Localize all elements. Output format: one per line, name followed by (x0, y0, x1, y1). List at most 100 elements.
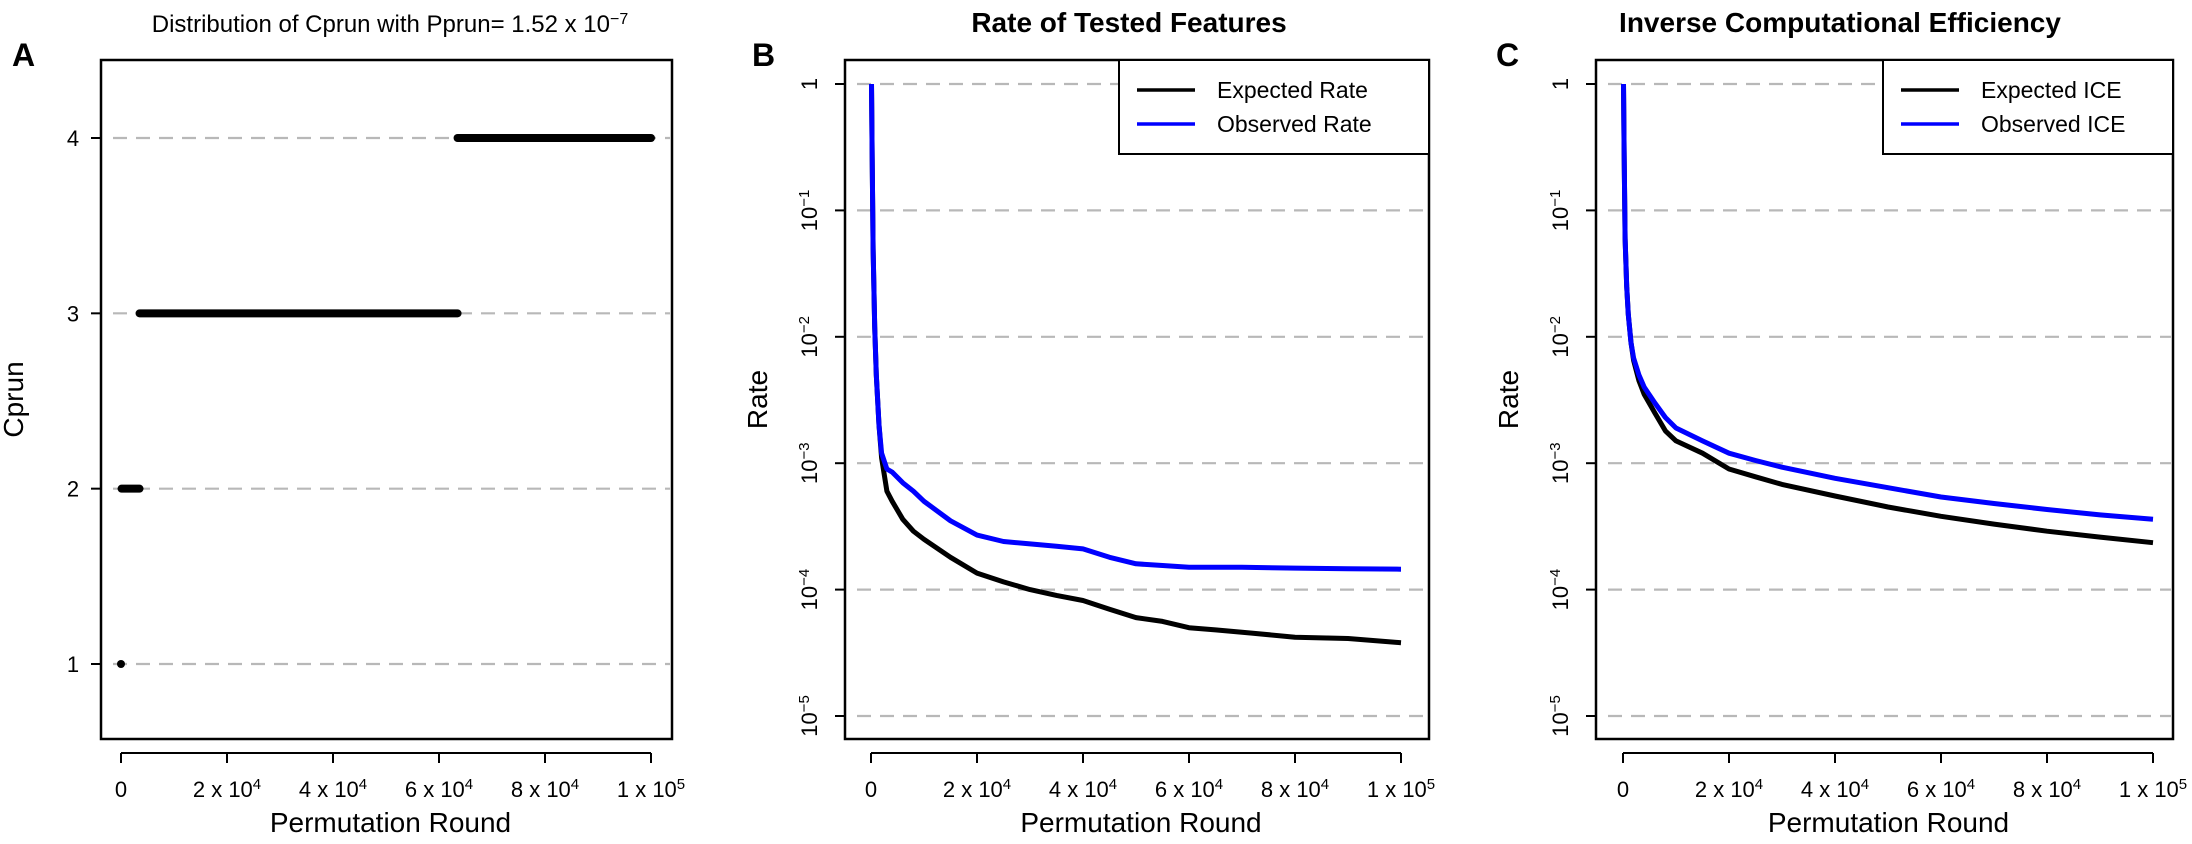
panel-c-legend-label-observed-ice: Observed ICE (1981, 111, 2125, 137)
panel-c-title: Inverse Computational Efficiency (1619, 7, 2061, 38)
panel-c: C Inverse Computational Efficiency110−11… (1493, 7, 2187, 838)
panel-c-y-tick-label: 10−5 (1547, 695, 1574, 737)
panel-a-x-tick-label-mantissa: 6 x 10 (405, 777, 465, 802)
panel-b-x-tick-label-mantissa: 8 x 10 (1261, 777, 1321, 802)
panel-b-x-tick-label: 2 x 104 (943, 776, 1011, 803)
panel-c-y-tick-label-mantissa: 10 (1548, 333, 1573, 357)
panel-c-x-tick-label-mantissa: 4 x 10 (1801, 777, 1861, 802)
panel-b-y-tick-label-mantissa: 1 (797, 78, 822, 90)
panel-b-y-tick-label-mantissa: 10 (797, 586, 822, 610)
panel-c-y-axis-label: Rate (1493, 370, 1524, 429)
panel-b-x-tick-label-mantissa: 6 x 10 (1155, 777, 1215, 802)
panel-a-x-tick-label-exponent: 4 (571, 776, 579, 793)
panel-c-x-tick-label-mantissa: 2 x 10 (1695, 777, 1755, 802)
panel-c-x-tick-label-exponent: 5 (2179, 776, 2187, 793)
panel-c-x-tick-label-exponent: 4 (2073, 776, 2081, 793)
panel-b-y-tick-label: 10−3 (796, 442, 823, 484)
panel-c-x-tick-label-mantissa: 8 x 10 (2013, 777, 2073, 802)
panel-c-x-tick-label-mantissa: 6 x 10 (1907, 777, 1967, 802)
panel-c-x-tick-label-mantissa: 0 (1617, 777, 1629, 802)
panel-b-x-tick-label-exponent: 4 (1215, 776, 1223, 793)
panel-a-x-tick-label-exponent: 4 (465, 776, 473, 793)
panel-c-x-tick-label-exponent: 4 (1861, 776, 1869, 793)
panel-c-x-tick-label: 8 x 104 (2013, 776, 2081, 803)
panel-a-title-text: Distribution of Cprun with Pprun= 1.52 x… (152, 11, 610, 38)
panel-c-y-tick-label-mantissa: 10 (1548, 586, 1573, 610)
panel-a-x-tick-label: 2 x 104 (193, 776, 261, 803)
panel-c-x-tick-label-exponent: 4 (1755, 776, 1763, 793)
panel-c-frame (1594, 58, 2175, 741)
panel-a-x-tick-label-mantissa: 2 x 10 (193, 777, 253, 802)
panel-b-y-tick-label-mantissa: 10 (797, 333, 822, 357)
panel-a: A Distribution of Cprun with Pprun= 1.52… (0, 11, 685, 839)
panel-a-y-tick-label: 2 (67, 477, 79, 502)
panel-b-legend (1118, 59, 1430, 155)
panel-c-legend-label-expected-ice: Expected ICE (1981, 77, 2122, 103)
panel-a-x-tick-label: 4 x 104 (299, 776, 367, 803)
panel-c-y-tick-label: 10−2 (1547, 316, 1574, 358)
panel-c-x-tick-label: 6 x 104 (1907, 776, 1975, 803)
panel-c-y-tick-label-exponent: −5 (1547, 695, 1564, 712)
panel-b-legend-label-expected-rate: Expected Rate (1217, 77, 1368, 103)
panel-b-x-tick-label-mantissa: 2 x 10 (943, 777, 1003, 802)
panel-a-frame (99, 58, 674, 741)
panel-c-x-tick-label-mantissa: 1 x 10 (2119, 777, 2179, 802)
panel-c-y-tick-label-exponent: −2 (1547, 316, 1564, 333)
panel-a-x-tick-label-exponent: 4 (359, 776, 367, 793)
panel-b-y-tick-label: 10−5 (796, 695, 823, 737)
panel-b-x-tick-label-exponent: 4 (1109, 776, 1117, 793)
panel-a-x-tick-label: 8 x 104 (511, 776, 579, 803)
panel-a-x-tick-label: 6 x 104 (405, 776, 473, 803)
panel-c-y-tick-label: 10−3 (1547, 442, 1574, 484)
panel-b-y-axis-label: Rate (742, 370, 773, 429)
panel-b-y-tick-label-exponent: −1 (796, 190, 813, 207)
panel-a-x-tick-label-exponent: 5 (677, 776, 685, 793)
panel-a-title: Distribution of Cprun with Pprun= 1.52 x… (152, 11, 629, 39)
panel-c-y-tick-label-mantissa: 10 (1548, 207, 1573, 231)
panel-b-line-expected-rate (869, 83, 1402, 646)
panel-c-x-tick-label: 1 x 105 (2119, 776, 2187, 803)
panel-a-y-tick-label: 4 (67, 126, 79, 151)
panel-a-y-tick-label: 1 (67, 652, 79, 677)
panel-a-point-cprun-1 (117, 660, 125, 668)
panel-c-y-tick-label: 10−4 (1547, 569, 1574, 611)
panel-c-x-axis-label: Permutation Round (1768, 807, 2009, 838)
panel-a-x-tick-label: 1 x 105 (617, 776, 685, 803)
panel-b-y-tick-label-mantissa: 10 (797, 712, 822, 736)
panel-b-y-tick-label-exponent: −2 (796, 316, 813, 333)
panel-b-y-tick-label-exponent: −4 (796, 569, 813, 586)
panel-b-x-tick-label-exponent: 4 (1003, 776, 1011, 793)
panel-a-title-exponent: −7 (610, 11, 628, 28)
panel-a-x-tick-label-mantissa: 4 x 10 (299, 777, 359, 802)
panel-c-x-tick-label-exponent: 4 (1967, 776, 1975, 793)
panel-a-y-tick-label: 3 (67, 301, 79, 326)
panel-c-letter: C (1496, 37, 1519, 73)
panel-b-y-tick-label: 10−4 (796, 569, 823, 611)
panel-b-letter: B (752, 37, 775, 73)
panel-a-letter: A (12, 37, 35, 73)
panel-b-x-tick-label: 0 (865, 777, 877, 802)
panel-c-x-tick-label: 2 x 104 (1695, 776, 1763, 803)
panel-b-y-tick-label-exponent: −5 (796, 695, 813, 712)
panel-b-y-tick-label: 1 (797, 78, 822, 90)
panel-c-y-tick-label: 1 (1548, 78, 1573, 90)
panel-c-y-tick-label-exponent: −3 (1547, 442, 1564, 459)
panel-c-y-tick-label-exponent: −1 (1547, 190, 1564, 207)
panel-c-y-tick-label: 10−1 (1547, 190, 1574, 232)
panel-a-x-tick-label: 0 (115, 777, 127, 802)
panel-b: B Rate of Tested Features110−110−210−310… (742, 7, 1435, 838)
panel-a-x-tick-label-mantissa: 0 (115, 777, 127, 802)
panel-b-x-axis-label: Permutation Round (1020, 807, 1261, 838)
panel-a-x-axis-label: Permutation Round (270, 807, 511, 838)
panel-b-x-tick-label: 4 x 104 (1049, 776, 1117, 803)
panel-c-line-observed-ice (1621, 83, 2154, 522)
panel-c-x-tick-label: 4 x 104 (1801, 776, 1869, 803)
panel-b-x-tick-label-exponent: 4 (1321, 776, 1329, 793)
panel-b-y-tick-label-mantissa: 10 (797, 460, 822, 484)
panel-c-y-tick-label-mantissa: 10 (1548, 460, 1573, 484)
panel-b-x-tick-label-mantissa: 1 x 10 (1367, 777, 1427, 802)
panel-b-x-tick-label-mantissa: 4 x 10 (1049, 777, 1109, 802)
panel-c-y-tick-label-exponent: −4 (1547, 569, 1564, 586)
panel-c-y-tick-label-mantissa: 10 (1548, 712, 1573, 736)
